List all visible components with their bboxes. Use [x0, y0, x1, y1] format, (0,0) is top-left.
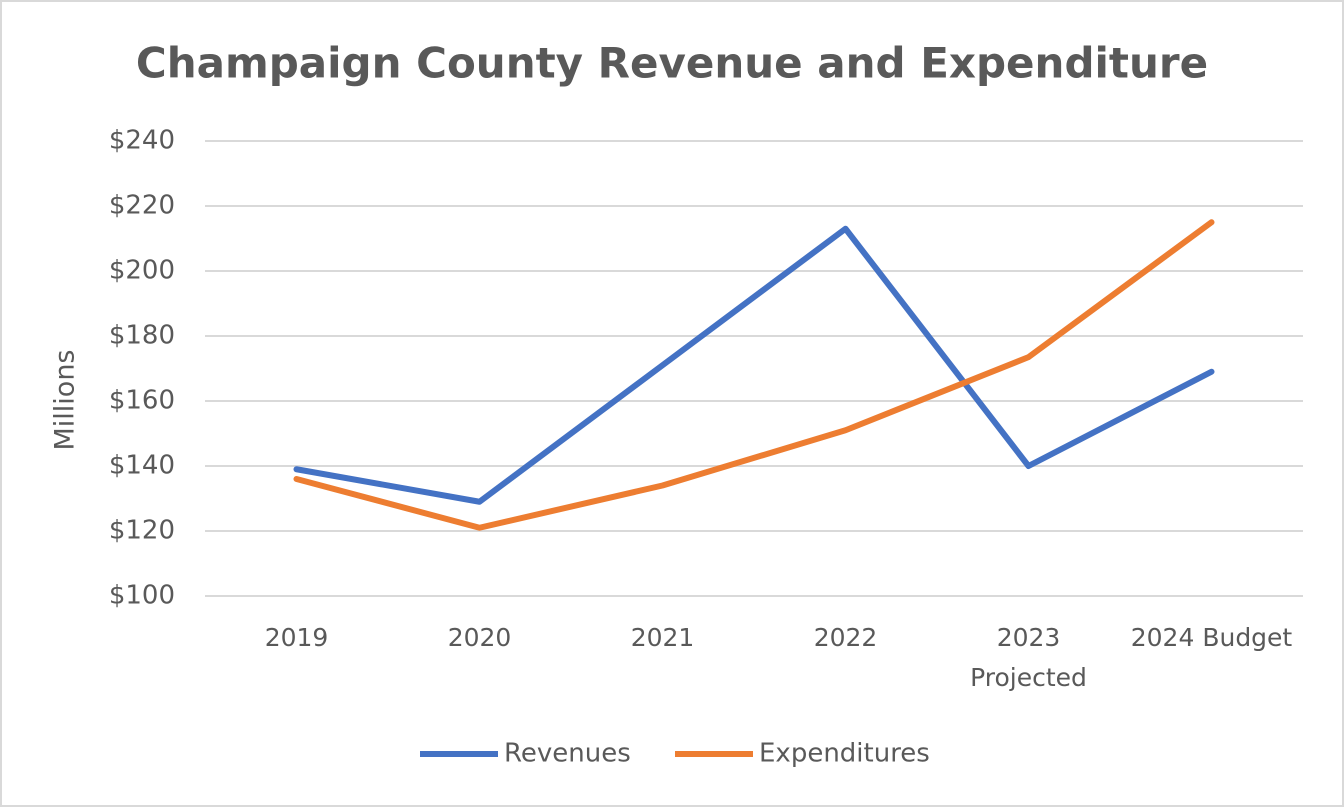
x-tick-label: 2020: [447, 623, 512, 652]
chart-title: Champaign County Revenue and Expenditure: [136, 39, 1208, 88]
y-tick-label: $240: [109, 126, 175, 156]
y-tick-label: $100: [109, 581, 175, 611]
y-tick-label: $160: [109, 386, 175, 416]
y-tick-label: $120: [109, 516, 175, 546]
data-line: [293, 225, 1215, 505]
legend-label: Revenues: [504, 739, 631, 769]
y-tick-label: $140: [109, 451, 175, 481]
x-tick-label: 2021: [630, 623, 695, 652]
x-tick-label: 2022: [813, 623, 878, 652]
y-tick-label: $220: [109, 191, 175, 221]
x-tick-label: 2023 Projected: [970, 623, 1087, 692]
legend-label: Expenditures: [759, 739, 930, 769]
y-axis-label: Millions: [50, 350, 81, 451]
y-tick-label: $200: [109, 256, 175, 286]
data-line: [293, 219, 1215, 531]
y-tick-label: $180: [109, 321, 175, 351]
x-tick-label: 2024 Budget: [1130, 623, 1293, 652]
x-tick-label: 2019: [264, 623, 329, 652]
